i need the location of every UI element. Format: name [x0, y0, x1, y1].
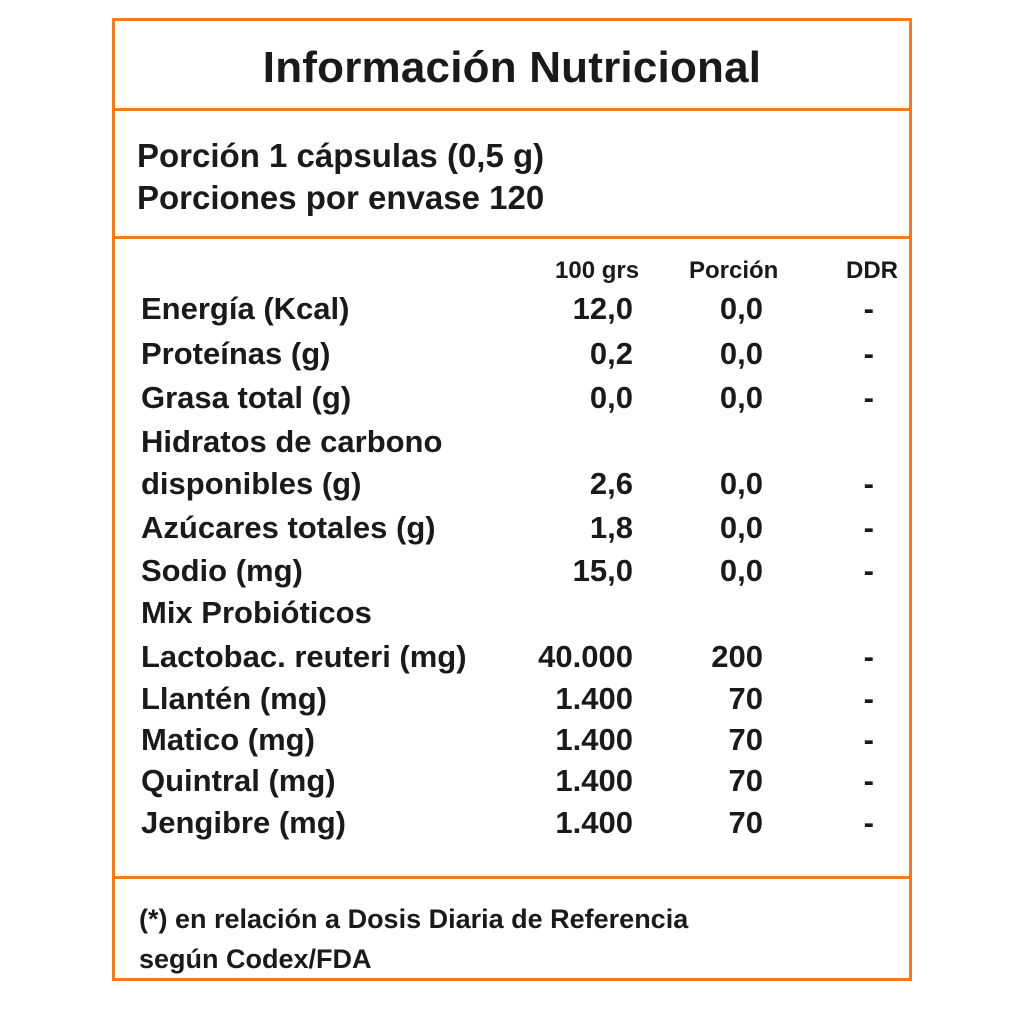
footnote-line-1: (*) en relación a Dosis Diaria de Refere…: [139, 904, 689, 934]
value-per-100g: 2,6: [589, 466, 633, 501]
serving-info: Porción 1 cápsulas (0,5 g) Porciones por…: [137, 135, 544, 219]
nutrient-name: Lactobac. reuteri (mg): [141, 639, 467, 674]
value-ddr: -: [863, 763, 874, 798]
value-ddr: -: [863, 639, 874, 674]
footnote-line-2: según Codex/FDA: [139, 944, 372, 974]
value-per-100g: 40.000: [538, 639, 633, 674]
value-per-100g: 1.400: [555, 763, 633, 798]
value-ddr: -: [863, 553, 874, 588]
value-per-100g: 1.400: [555, 805, 633, 840]
value-per-100g: 1.400: [555, 681, 633, 716]
value-ddr: -: [863, 380, 874, 415]
value-per-portion: 0,0: [719, 291, 763, 326]
column-header-portion: Porción: [689, 257, 779, 284]
value-per-portion: 70: [728, 763, 763, 798]
nutrient-name: Sodio (mg): [141, 553, 303, 588]
divider-title: [115, 108, 909, 111]
nutrient-name: Jengibre (mg): [141, 805, 346, 840]
value-ddr: -: [863, 291, 874, 326]
column-header-per100: 100 grs: [555, 257, 640, 284]
value-per-100g: 1,8: [589, 510, 633, 545]
value-per-100g: 0,2: [589, 336, 633, 371]
value-per-portion: 0,0: [719, 380, 763, 415]
serving-size: Porción 1 cápsulas (0,5 g): [137, 137, 545, 174]
nutrient-name: disponibles (g): [141, 466, 362, 501]
value-per-100g: 15,0: [572, 553, 633, 588]
nutrient-name: Proteínas (g): [141, 336, 331, 371]
nutrition-label: Información Nutricional Porción 1 cápsul…: [112, 18, 912, 981]
column-header-ddr: DDR: [846, 257, 898, 284]
value-per-100g: 12,0: [572, 291, 633, 326]
value-ddr: -: [863, 336, 874, 371]
nutrient-name: Azúcares totales (g): [141, 510, 436, 545]
divider-serving: [115, 236, 909, 239]
label-title: Información Nutricional: [262, 43, 762, 92]
value-per-100g: 1.400: [555, 722, 633, 757]
nutrient-name: Energía (Kcal): [141, 291, 350, 326]
value-per-portion: 0,0: [719, 466, 763, 501]
value-per-portion: 70: [728, 681, 763, 716]
value-per-portion: 0,0: [719, 553, 763, 588]
value-ddr: -: [863, 681, 874, 716]
value-ddr: -: [863, 722, 874, 757]
nutrient-name: Matico (mg): [141, 722, 315, 757]
nutrient-name: Hidratos de carbono: [141, 424, 443, 459]
footnote: (*) en relación a Dosis Diaria de Refere…: [139, 899, 688, 979]
value-per-portion: 200: [711, 639, 763, 674]
nutrient-name: Mix Probióticos: [141, 595, 372, 630]
value-per-portion: 70: [728, 722, 763, 757]
nutrient-name: Llantén (mg): [141, 681, 327, 716]
value-per-portion: 0,0: [719, 510, 763, 545]
value-per-portion: 70: [728, 805, 763, 840]
nutrient-name: Quintral (mg): [141, 763, 336, 798]
divider-footnote: [115, 876, 909, 879]
value-ddr: -: [863, 805, 874, 840]
servings-per-container: Porciones por envase 120: [137, 179, 545, 216]
value-per-portion: 0,0: [719, 336, 763, 371]
value-ddr: -: [863, 510, 874, 545]
nutrient-name: Grasa total (g): [141, 380, 352, 415]
value-ddr: -: [863, 466, 874, 501]
value-per-100g: 0,0: [589, 380, 633, 415]
